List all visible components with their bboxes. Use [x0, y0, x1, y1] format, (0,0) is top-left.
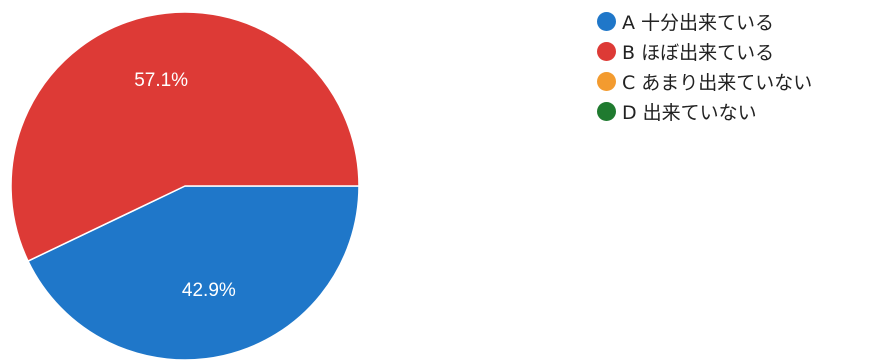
- slice-label-a: 42.9%: [182, 280, 236, 301]
- pie-slice-b: [10, 11, 360, 263]
- legend: A 十分出来ている B ほぼ出来ている C あまり出来ていない D 出来ていない: [597, 6, 812, 126]
- legend-swatch-icon: [597, 11, 616, 31]
- legend-label: A 十分出来ている: [622, 11, 775, 34]
- legend-label: C あまり出来ていない: [622, 71, 813, 94]
- legend-swatch-icon: [597, 41, 616, 61]
- slice-label-b: 57.1%: [134, 70, 188, 91]
- legend-label: B ほぼ出来ている: [622, 41, 775, 64]
- legend-item-d: D 出来ていない: [597, 96, 812, 126]
- legend-item-b: B ほぼ出来ている: [597, 36, 812, 66]
- legend-item-a: A 十分出来ている: [597, 6, 812, 36]
- pie-slice-labels: 42.9% 57.1%: [134, 70, 236, 301]
- legend-label: D 出来ていない: [622, 101, 757, 124]
- pie-slices: [10, 11, 360, 361]
- pie-slice-a: [27, 185, 360, 361]
- legend-item-c: C あまり出来ていない: [597, 66, 812, 96]
- legend-swatch-icon: [597, 101, 616, 121]
- legend-swatch-icon: [597, 71, 616, 91]
